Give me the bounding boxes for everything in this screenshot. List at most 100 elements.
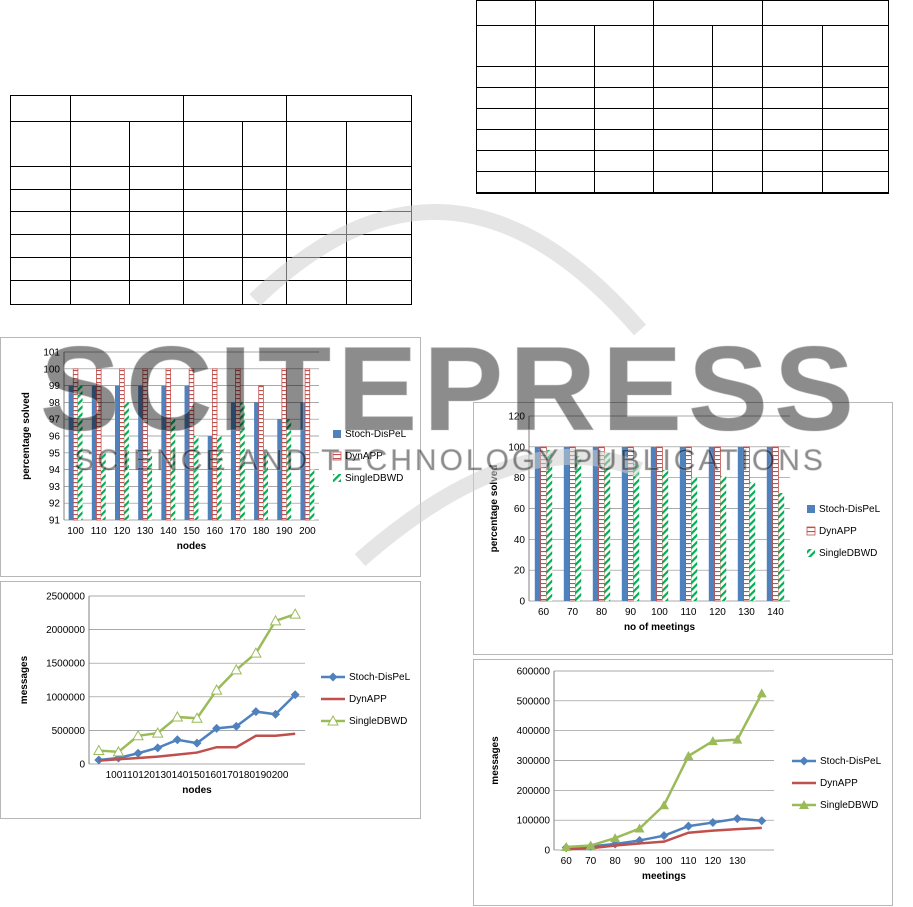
bar-2-5 [691,477,698,601]
point-2-3 [151,727,164,738]
legend-label-0: Stoch-DisPeL [345,429,407,440]
bar-2-9 [286,419,292,520]
chart-messages-meetings: 0 100000 200000 300000 400000 500000 600000 60 7… [473,659,893,906]
x-tick-label-3: 90 [634,856,646,867]
bar-0-4 [650,446,657,601]
bar-1-1 [96,368,102,521]
y-tick-label-2: 93 [49,482,61,493]
bar-0-2 [115,385,120,520]
bar-0-1 [563,446,570,601]
chart-svg-c4: 0 100000 200000 300000 400000 500000 600000 60 7… [490,667,882,883]
x-tick-label-2: 80 [610,856,622,867]
y-tick-label-5: 100 [508,442,525,453]
x-tick-label-5: 110 [681,607,697,618]
legend-swatch-0 [333,430,341,438]
bar-0-0 [534,446,541,601]
y-tick-label-4: 400000 [517,726,551,737]
point-0-6 [708,818,718,828]
y-axis-title: percentage solved [21,392,32,480]
point-2-9 [269,614,282,626]
point-0-3 [153,743,163,753]
bar-0-6 [708,446,715,601]
x-tick-label-3: 90 [625,607,637,618]
point-2-5 [191,712,203,723]
bar-1-7 [235,368,241,521]
point-2-5 [683,751,694,761]
series-line-1 [98,732,296,762]
y-tick-label-8: 99 [49,381,61,392]
y-tick-label-10: 101 [43,348,60,359]
legend-label-1: DynAPP [819,526,857,537]
series-line-2 [566,692,763,849]
bar-0-10 [300,402,306,520]
series-line-2 [98,612,296,754]
y-tick-label-1: 500000 [52,726,86,737]
x-tick-label-4: 140 [160,526,177,537]
bar-2-3 [633,463,640,601]
bar-0-6 [207,436,213,520]
y-tick-label-1: 100000 [517,816,551,827]
legend-label-1: DynAPP [345,451,383,462]
bar-1-3 [142,368,148,521]
bar-0-4 [161,385,166,520]
y-tick-label-3: 60 [514,504,526,515]
bar-0-0 [68,385,74,520]
x-tick-label-2: 80 [596,607,608,618]
x-tick-label-6: 120 [709,607,726,618]
left-table [10,94,412,305]
chart-percentage-solved-meetings: 0 20 40 60 80 100 120 60 70 80 90 100 110 120 130 140 no… [473,402,893,655]
point-2-4 [171,710,184,722]
y-tick-label-3: 300000 [517,756,551,767]
bar-2-1 [101,452,106,520]
x-tick-label-6: 120 [705,856,722,867]
point-0-9 [271,709,281,719]
bar-2-0 [77,385,83,520]
point-2-1 [112,745,125,757]
point-0-5 [683,821,693,831]
x-tick-label-4: 100 [656,856,673,867]
point-2-6 [210,684,223,695]
point-0-4 [659,831,669,841]
y-tick-label-0: 0 [544,846,550,857]
point-2-2 [610,833,621,843]
x-tick-label-1: 70 [585,856,597,867]
x-tick-label-8: 140 [767,607,784,618]
bar-2-1 [575,456,582,601]
x-tick-label-7: 130 [729,856,746,867]
bar-1-10 [304,368,311,521]
bar-0-7 [737,446,744,601]
y-tick-label-5: 500000 [517,696,551,707]
y-tick-label-2: 200000 [517,786,551,797]
x-tick-labels: 100110120130140150160170180190200 [106,770,289,781]
legend-label-2: SingleDBWD [820,800,878,811]
y-tick-label-5: 96 [49,432,61,443]
point-0-2 [133,748,143,758]
bar-2-2 [124,402,129,520]
legend-label-1: DynAPP [820,778,858,789]
bar-0-3 [138,385,143,520]
x-tick-label-7: 130 [738,607,755,618]
y-tick-label-1: 92 [49,499,61,510]
x-tick-label-9: 190 [276,526,293,537]
bar-2-6 [720,476,727,601]
point-2-10 [289,608,302,619]
x-tick-label-10: 200 [299,526,316,537]
point-2-2 [132,729,144,741]
point-0-7 [732,814,742,824]
chart-svg-c2: 0 500000 1000000 1500000 2000000 2500000 10011… [19,592,411,797]
bar-2-4 [662,469,669,601]
bar-1-0 [540,446,547,602]
y-tick-label-0: 91 [49,516,61,527]
bar-2-4 [170,419,176,520]
bar-2-8 [263,452,268,520]
point-2-4 [659,800,669,810]
legend-label-0: Stoch-DisPeL [349,672,411,683]
bar-1-4 [656,446,663,602]
right-table [476,0,889,194]
bar-2-10 [309,469,315,520]
chart-svg-c1: 91 92 93 94 95 96 97 98 99 100 101 100 110 120 130 140 1… [21,348,407,553]
legend-swatch-2 [807,549,815,557]
y-tick-label-0: 0 [79,760,85,771]
x-tick-label-6: 160 [206,526,223,537]
y-axis-title: messages [490,736,501,785]
